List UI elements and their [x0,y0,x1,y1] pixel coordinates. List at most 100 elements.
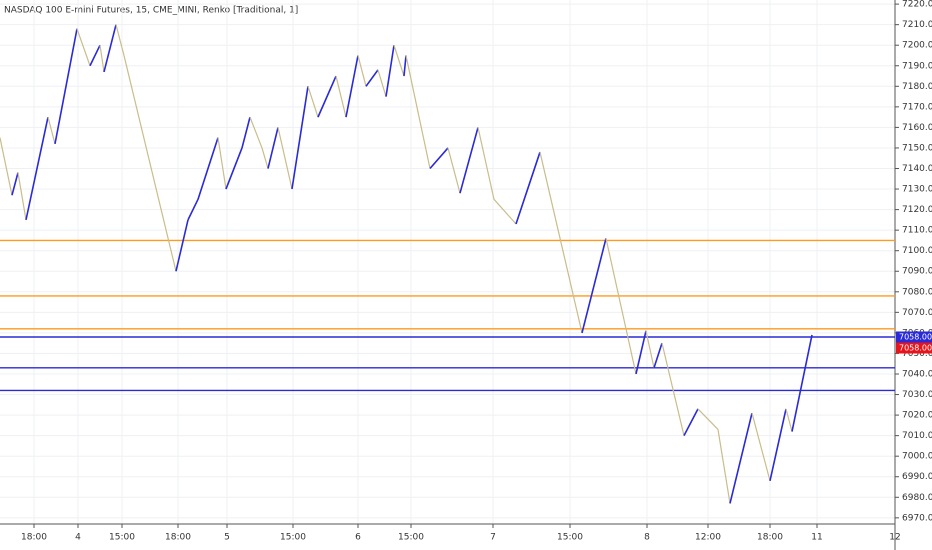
y-tick-label: 7110.00 [902,226,932,236]
x-tick-label: 15:00 [109,533,135,543]
price-label-box [896,331,932,343]
price-segment [493,198,517,225]
price-segment [217,137,227,190]
y-tick-label: 7050.00 [902,349,932,359]
price-segment [635,330,647,375]
price-segment [429,147,449,170]
y-tick-label: 7220.00 [902,0,932,10]
price-segment [477,127,495,200]
y-tick-label: 6990.00 [902,472,932,482]
price-segment [249,116,263,149]
price-segment [791,334,813,432]
price-segment [385,45,395,97]
price-segment [697,408,719,430]
price-segment [393,45,405,77]
price-segment [357,55,367,87]
price-segment [103,24,117,73]
price-segment [241,116,251,149]
chart-title: NASDAQ 100 E-mini Futures, 15, CME_MINI,… [4,6,298,16]
price-label: 7058.00 [899,344,932,353]
price-segment [261,147,269,169]
price-segment [89,44,101,67]
y-tick-label: 6970.00 [902,513,932,523]
price-segment [25,116,49,221]
x-tick-label: 18:00 [21,533,47,543]
price-segment [267,127,279,169]
x-tick-label: 18:00 [757,533,783,543]
price-segment [54,28,78,144]
y-tick-label: 7040.00 [902,369,932,379]
price-segment [317,75,337,118]
price-segment [729,412,753,504]
price-segment [377,69,387,97]
x-tick-label: 4 [75,533,81,543]
price-label-box [896,342,932,354]
y-tick-label: 7140.00 [902,164,932,174]
y-tick-label: 6980.00 [902,493,932,503]
price-segment [123,55,177,272]
x-tick-label: 15:00 [398,533,424,543]
price-segment [115,24,125,56]
y-tick-label: 7000.00 [902,452,932,462]
y-tick-label: 7010.00 [902,431,932,441]
price-label: 7058.00 [899,333,932,342]
price-segment [291,86,309,190]
y-tick-label: 7200.00 [902,41,932,51]
price-segment [11,172,19,196]
price-segment [447,147,461,194]
price-segment [751,412,771,482]
y-tick-label: 7180.00 [902,82,932,92]
price-segment [769,408,787,482]
price-segment [0,137,13,196]
y-tick-label: 7150.00 [902,143,932,153]
y-tick-label: 7030.00 [902,390,932,400]
price-segment [459,127,479,194]
x-tick-label: 5 [224,533,230,543]
x-tick-label: 7 [490,533,496,543]
x-tick-label: 8 [644,533,650,543]
price-segment [653,342,663,369]
price-segment [539,151,583,334]
price-segment [405,55,431,169]
y-tick-label: 7020.00 [902,411,932,421]
x-tick-label: 15:00 [557,533,583,543]
x-tick-label: 11 [811,533,822,543]
price-segment [187,198,199,221]
price-segment [335,75,347,118]
price-segment [605,238,637,375]
price-segment [17,172,27,220]
y-tick-label: 7210.00 [902,20,932,30]
price-segment [175,219,189,272]
price-segment [581,238,607,334]
x-tick-label: 6 [355,533,361,543]
price-segment [403,55,407,77]
y-tick-label: 7100.00 [902,246,932,256]
x-tick-label: 12:00 [695,533,721,543]
y-tick-label: 7070.00 [902,308,932,318]
price-segment [717,429,731,504]
y-tick-label: 7090.00 [902,267,932,277]
price-segment [365,69,379,87]
y-tick-label: 7080.00 [902,287,932,297]
y-tick-label: 7170.00 [902,102,932,112]
price-segment [99,45,105,73]
price-segment [683,408,699,437]
price-segment [76,28,91,66]
y-tick-label: 7160.00 [902,123,932,133]
price-segment [277,127,293,190]
price-segment [225,147,243,190]
x-tick-label: 18:00 [165,533,191,543]
price-segment [47,116,56,144]
y-tick-label: 7190.00 [902,61,932,71]
price-segment [661,343,685,436]
y-tick-label: 7130.00 [902,185,932,195]
price-segment [645,330,655,368]
y-tick-label: 7120.00 [902,205,932,215]
x-tick-label: 15:00 [280,533,306,543]
price-segment [307,86,319,118]
price-segment [785,408,793,432]
price-segment [345,55,359,118]
price-segment [197,137,219,200]
